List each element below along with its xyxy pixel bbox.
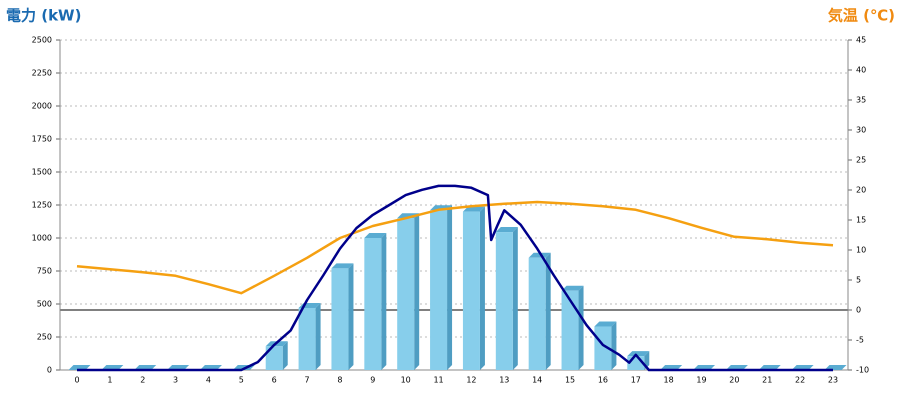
bar-top <box>331 263 354 269</box>
y-tick-label: 750 <box>37 267 52 276</box>
bar-side <box>381 233 387 370</box>
y2-tick-label: -5 <box>856 336 864 345</box>
bar <box>265 346 283 370</box>
bar-side <box>578 285 584 370</box>
x-tick-label: 22 <box>795 376 805 385</box>
x-tick-label: 10 <box>401 376 411 385</box>
bar-side <box>447 205 453 370</box>
x-tick-label: 14 <box>532 376 542 385</box>
y-tick-label: 1500 <box>32 168 52 177</box>
y2-tick-label: 35 <box>856 96 866 105</box>
y2-tick-label: 10 <box>856 246 866 255</box>
y-tick-label: 2250 <box>32 69 52 78</box>
bar <box>298 307 316 370</box>
x-tick-label: 13 <box>499 376 509 385</box>
bar-top <box>594 321 617 327</box>
x-tick-label: 7 <box>305 376 310 385</box>
bar-side <box>512 227 518 370</box>
x-tick-label: 21 <box>762 376 772 385</box>
bar <box>397 218 415 370</box>
y2-tick-label: 20 <box>856 186 866 195</box>
bar <box>462 211 480 370</box>
y-tick-label: 2500 <box>32 36 52 45</box>
x-tick-label: 5 <box>239 376 244 385</box>
y-tick-label: 0 <box>47 366 52 375</box>
x-tick-label: 4 <box>206 376 211 385</box>
bar <box>528 257 546 370</box>
bar-side <box>315 302 321 370</box>
bar <box>430 210 448 370</box>
bar <box>594 326 612 370</box>
x-tick-label: 9 <box>370 376 375 385</box>
x-tick-label: 23 <box>828 376 838 385</box>
chart-title: 電力 (kW) <box>6 7 81 25</box>
bar-top <box>364 233 387 238</box>
x-tick-label: 6 <box>272 376 277 385</box>
y2-tick-label: 25 <box>856 156 866 165</box>
x-tick-label: 11 <box>433 376 443 385</box>
bar-top <box>561 285 584 291</box>
y-tick-label: 1250 <box>32 201 52 210</box>
x-tick-label: 18 <box>664 376 674 385</box>
bar <box>331 268 349 370</box>
x-tick-label: 0 <box>74 376 79 385</box>
bar <box>364 238 382 370</box>
y2-tick-label: 0 <box>856 306 861 315</box>
x-tick-label: 16 <box>598 376 608 385</box>
line <box>77 184 833 372</box>
y-tick-label: 250 <box>37 333 52 342</box>
x-tick-label: 1 <box>107 376 112 385</box>
y2-tick-label: 15 <box>856 216 866 225</box>
y2-tick-label: 40 <box>856 66 866 75</box>
bar <box>561 290 579 370</box>
bar <box>495 232 513 370</box>
y2-tick-label: 45 <box>856 36 866 45</box>
y-tick-label: 1000 <box>32 234 52 243</box>
y2-title: 気温 (℃) <box>828 7 895 25</box>
x-tick-label: 15 <box>565 376 575 385</box>
y2-tick-label: -10 <box>856 366 869 375</box>
bar-side <box>282 341 288 370</box>
x-tick-label: 17 <box>631 376 641 385</box>
x-tick-label: 20 <box>729 376 739 385</box>
bar-side <box>545 252 551 370</box>
x-tick-label: 12 <box>466 376 476 385</box>
y-tick-label: 1750 <box>32 135 52 144</box>
y-tick-label: 500 <box>37 300 52 309</box>
bar-side <box>348 263 354 370</box>
y2-tick-label: 5 <box>856 276 861 285</box>
y-tick-label: 2000 <box>32 102 52 111</box>
y2-tick-label: 30 <box>856 126 866 135</box>
bar-side <box>479 206 485 370</box>
bar-top <box>462 206 485 212</box>
bar-side <box>611 321 617 370</box>
bar-top <box>627 351 650 357</box>
bar-side <box>414 213 420 370</box>
x-tick-label: 2 <box>140 376 145 385</box>
bar-top <box>495 227 518 233</box>
x-tick-label: 19 <box>696 376 706 385</box>
x-tick-label: 8 <box>337 376 342 385</box>
x-tick-label: 3 <box>173 376 178 385</box>
bar-top <box>528 252 551 258</box>
line <box>76 200 834 295</box>
